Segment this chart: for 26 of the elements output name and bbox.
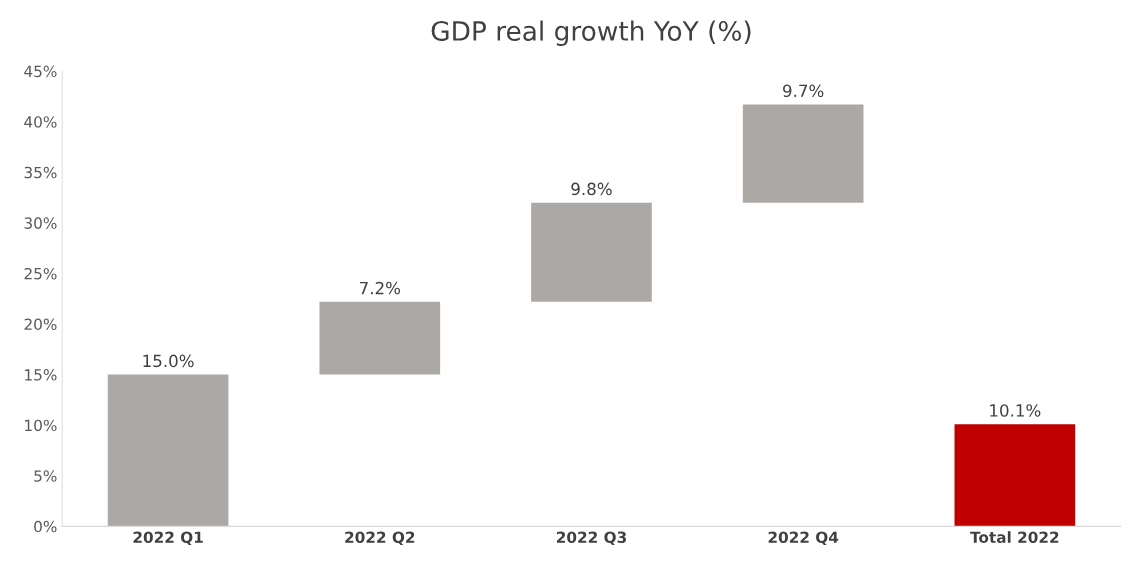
bar [742,104,864,203]
y-tick-label: 15% [25,369,57,381]
bar [319,301,441,375]
bar [954,424,1076,527]
data-label: 9.7% [783,84,824,98]
y-tick-label: 25% [24,267,57,280]
bar [531,202,652,302]
x-tick-label: 2022 Q1 [133,531,203,546]
data-label: 10.1% [990,404,1041,417]
x-tick-label: 2022 Q3 [556,531,626,546]
y-tick-label: 10% [25,419,57,432]
y-tick-label: 5% [34,470,57,482]
x-tick-label: 2022 Q4 [768,531,839,546]
x-tick-label: 2022 Q2 [345,531,415,546]
y-tick-label: 0% [34,520,57,533]
data-label: 15.0% [143,354,194,368]
chart-title: GDP real growth YoY (%) [431,20,751,47]
y-tick-label: 30% [24,217,57,229]
y-tick-label: 45% [24,65,57,78]
x-tick-label: Total 2022 [970,531,1059,544]
y-tick-label: 20% [24,318,57,331]
data-label: 7.2% [359,281,401,295]
y-tick-label: 35% [24,166,57,179]
bar [107,374,229,527]
data-label: 9.8% [571,182,612,196]
y-tick-label: 40% [24,116,57,128]
